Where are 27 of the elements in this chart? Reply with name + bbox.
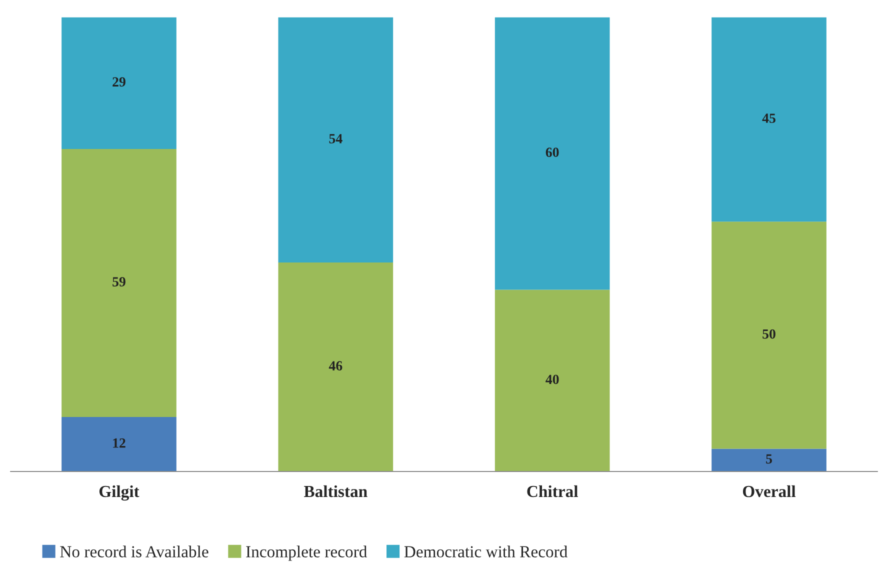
x-tick-label: Overall	[742, 485, 796, 498]
x-tick-label: Chitral	[527, 485, 578, 498]
data-label: 45	[762, 114, 776, 123]
data-label: 12	[113, 438, 126, 448]
bar	[712, 448, 826, 472]
data-label: 54	[329, 134, 342, 144]
bar	[278, 17, 394, 263]
x-tick-label: Baltistan	[304, 485, 368, 498]
x-tick-label: Gilgit	[99, 485, 140, 501]
bar	[278, 262, 394, 472]
bar	[712, 222, 826, 449]
data-label: 50	[762, 329, 776, 339]
bar	[62, 17, 176, 149]
legend-label: Democratic with Record	[404, 546, 568, 558]
legend-label: No record is Available	[60, 546, 208, 558]
bar	[62, 416, 176, 472]
bar	[62, 148, 176, 417]
bar	[712, 17, 826, 222]
bar	[494, 17, 610, 290]
data-label: 59	[112, 277, 126, 286]
legend-label: Incomplete record	[246, 546, 368, 561]
data-label: 5	[766, 454, 772, 464]
data-label: 60	[546, 148, 559, 157]
data-label: 46	[328, 361, 342, 370]
data-label: 29	[112, 77, 126, 87]
bar	[494, 290, 610, 472]
data-label: 40	[546, 374, 559, 384]
